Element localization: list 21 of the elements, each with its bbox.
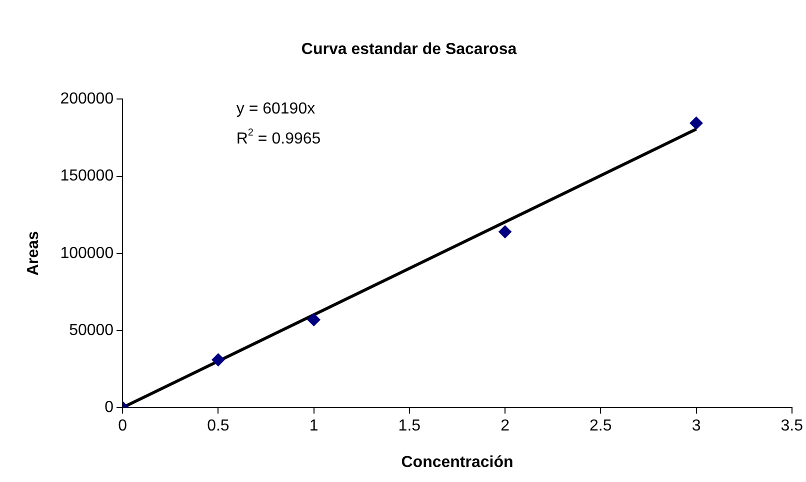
- y-tick-label: 150000: [60, 168, 114, 185]
- point: [212, 353, 225, 366]
- x-tick-label: 3: [692, 418, 701, 435]
- x-tick-label: 1: [309, 418, 318, 435]
- y-tick-label: 0: [104, 399, 114, 416]
- x-tick-label: 1.5: [398, 418, 421, 435]
- chart-title: Curva estandar de Sacarosa: [301, 41, 517, 58]
- point: [307, 313, 320, 326]
- x-tick-label: 0.5: [207, 418, 230, 435]
- x-tick-label: 3.5: [780, 418, 804, 435]
- y-tick-label: 50000: [69, 322, 114, 339]
- x-tick-label: 2.5: [590, 418, 612, 435]
- y-tick-label: 200000: [60, 90, 114, 108]
- x-axis-title: Concentración: [401, 454, 514, 471]
- point: [690, 116, 703, 130]
- x-tick-label: 2: [500, 418, 510, 435]
- point: [498, 225, 512, 238]
- y-axis-title: Areas: [25, 231, 42, 276]
- x-tick-label: 0: [118, 418, 128, 435]
- y-tick-label: 100000: [60, 244, 114, 262]
- annotation: y = 60190x: [236, 100, 316, 118]
